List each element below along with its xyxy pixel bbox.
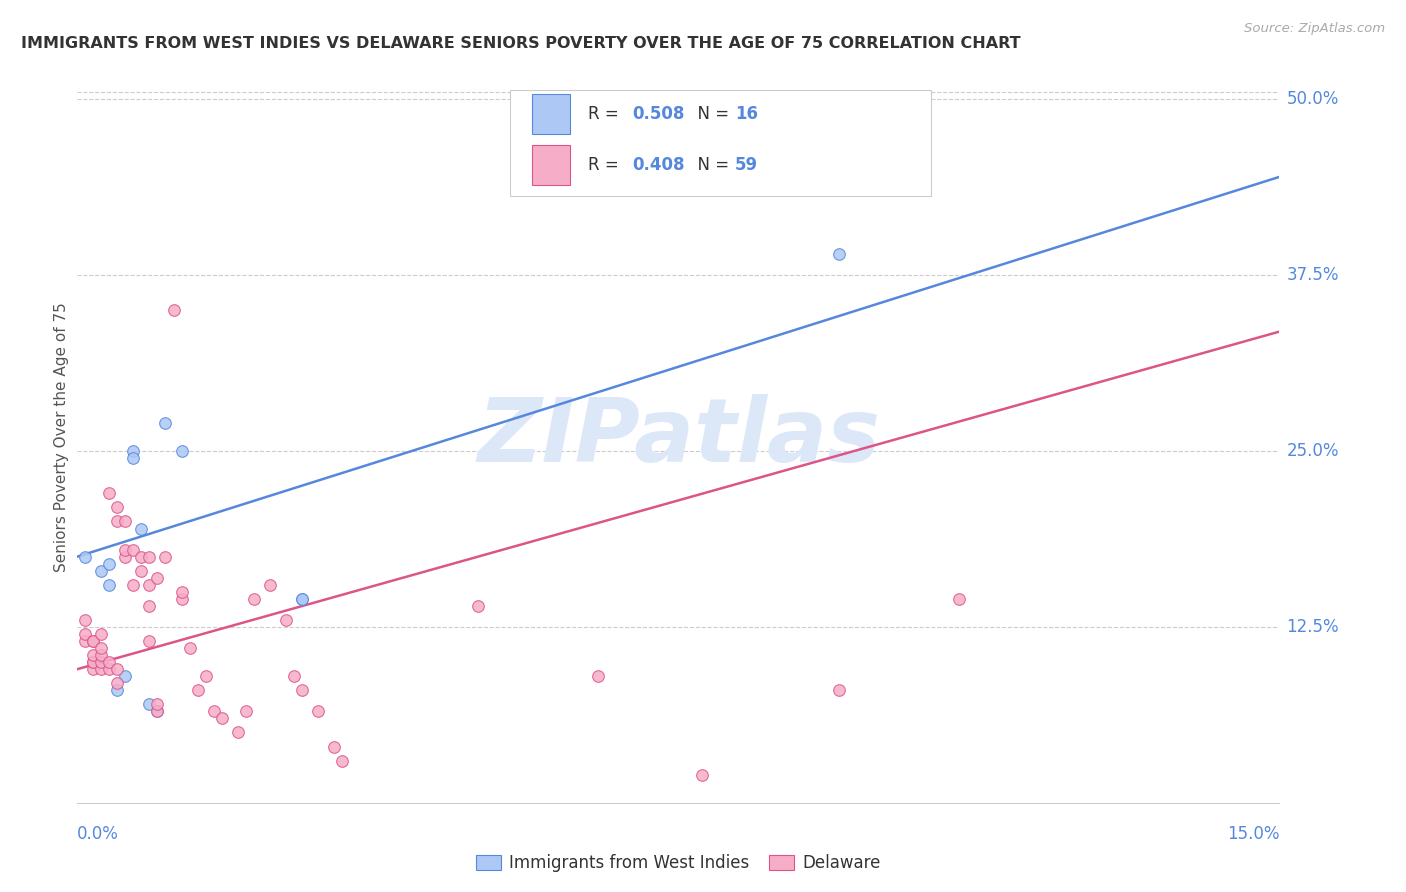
Point [75, 549, 97, 564]
Point [114, 515, 136, 529]
Point [194, 669, 217, 683]
Point [307, 705, 329, 719]
Text: 50.0%: 50.0% [1286, 90, 1339, 109]
Text: N =: N = [686, 156, 734, 174]
Point [90, 655, 112, 669]
Text: 0.0%: 0.0% [77, 825, 120, 843]
Text: N =: N = [686, 105, 734, 123]
Legend: Immigrants from West Indies, Delaware: Immigrants from West Indies, Delaware [470, 847, 887, 879]
Point [98, 557, 121, 571]
Point [155, 549, 177, 564]
Point [75, 627, 97, 641]
Text: Source: ZipAtlas.com: Source: ZipAtlas.com [1244, 22, 1385, 36]
Point [114, 549, 136, 564]
Text: 37.5%: 37.5% [1286, 267, 1339, 285]
Point [107, 683, 129, 698]
Point [467, 599, 489, 613]
Point [82, 634, 104, 648]
Point [107, 662, 129, 676]
Point [162, 303, 184, 318]
Point [588, 669, 610, 683]
Point [98, 486, 121, 500]
Point [948, 591, 970, 606]
Point [122, 451, 145, 466]
Point [146, 571, 169, 585]
Text: ZIPatlas: ZIPatlas [477, 393, 880, 481]
Point [138, 634, 160, 648]
Point [107, 676, 129, 690]
Text: 12.5%: 12.5% [1286, 618, 1339, 636]
Text: 25.0%: 25.0% [1286, 442, 1339, 460]
Point [107, 500, 129, 515]
Point [283, 669, 305, 683]
Text: R =: R = [588, 156, 624, 174]
Point [235, 705, 257, 719]
Point [828, 683, 851, 698]
Text: 59: 59 [735, 156, 758, 174]
Text: R =: R = [588, 105, 624, 123]
Point [291, 683, 314, 698]
Point [98, 662, 121, 676]
Point [226, 725, 249, 739]
Point [291, 591, 314, 606]
Text: 0.508: 0.508 [633, 105, 685, 123]
Point [291, 591, 314, 606]
Point [146, 698, 169, 712]
Point [90, 662, 112, 676]
Point [107, 515, 129, 529]
Point [211, 711, 233, 725]
FancyBboxPatch shape [510, 90, 931, 195]
Point [82, 648, 104, 662]
Point [138, 599, 160, 613]
Point [202, 705, 225, 719]
Point [322, 739, 344, 754]
Point [242, 591, 264, 606]
Point [82, 655, 104, 669]
Point [114, 669, 136, 683]
Point [170, 584, 193, 599]
Point [90, 564, 112, 578]
Point [146, 705, 169, 719]
Text: IMMIGRANTS FROM WEST INDIES VS DELAWARE SENIORS POVERTY OVER THE AGE OF 75 CORRE: IMMIGRANTS FROM WEST INDIES VS DELAWARE … [21, 36, 1021, 51]
Y-axis label: Seniors Poverty Over the Age of 75: Seniors Poverty Over the Age of 75 [53, 302, 69, 572]
Point [146, 705, 169, 719]
Point [90, 627, 112, 641]
Point [75, 613, 97, 627]
Point [75, 634, 97, 648]
Text: 15.0%: 15.0% [1227, 825, 1279, 843]
Point [131, 564, 153, 578]
Point [131, 521, 153, 535]
Point [828, 247, 851, 261]
Point [186, 683, 209, 698]
Text: 16: 16 [735, 105, 758, 123]
Point [98, 655, 121, 669]
Point [98, 578, 121, 592]
Point [122, 542, 145, 557]
Point [259, 578, 281, 592]
Bar [531, 145, 571, 186]
Point [330, 754, 353, 768]
Point [170, 444, 193, 458]
Point [122, 444, 145, 458]
Point [170, 591, 193, 606]
Point [179, 641, 201, 656]
Point [82, 655, 104, 669]
Point [122, 578, 145, 592]
Text: 0.408: 0.408 [633, 156, 685, 174]
Point [82, 662, 104, 676]
Point [131, 549, 153, 564]
Point [692, 767, 714, 781]
Point [138, 549, 160, 564]
Point [82, 634, 104, 648]
Point [155, 416, 177, 430]
Point [114, 542, 136, 557]
Bar [531, 94, 571, 134]
Point [90, 641, 112, 656]
Point [138, 698, 160, 712]
Point [138, 578, 160, 592]
Point [274, 613, 297, 627]
Point [90, 648, 112, 662]
